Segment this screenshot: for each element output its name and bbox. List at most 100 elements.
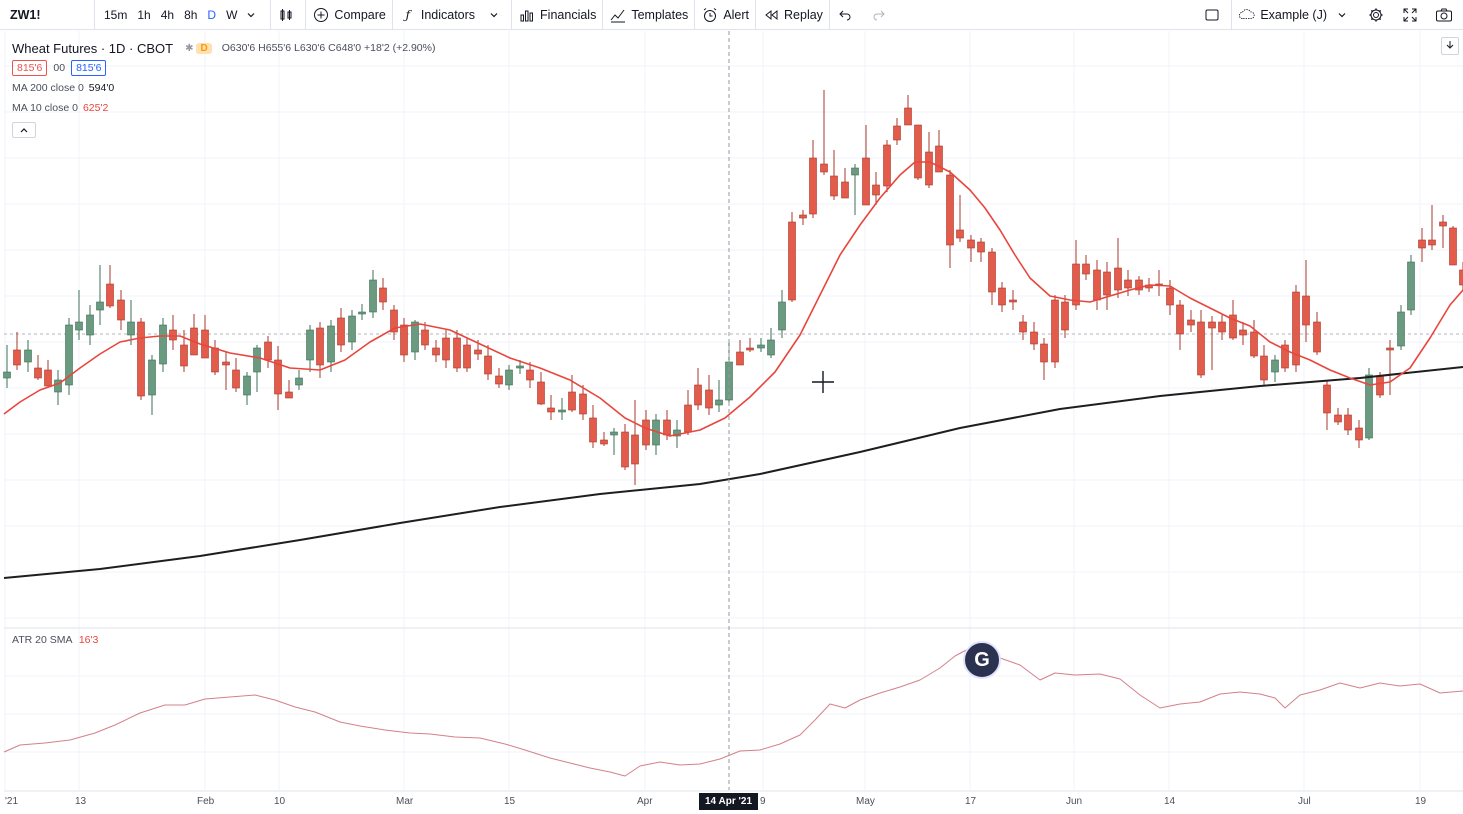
fullscreen-button[interactable] [1395,0,1429,30]
interval-8h[interactable]: 8h [184,7,198,22]
fullscreen-select-button[interactable] [1197,0,1233,30]
time-axis[interactable]: '21 13 Feb 10 Mar 15 Apr 9 May 17 Jun 14… [0,792,1463,814]
candle-body [893,125,901,141]
candle [1302,260,1310,342]
ma10-line [3,161,1463,437]
candle-body [1428,239,1436,246]
candle [13,332,21,370]
interval-4h[interactable]: 4h [160,7,175,22]
candle [516,360,524,374]
candle-body [841,181,849,199]
templates-button[interactable]: Templates [603,0,696,30]
symbol-search-button[interactable]: ZW1! [0,0,95,30]
candle [715,380,723,412]
redo-button[interactable] [864,0,898,30]
candle-body [788,221,796,301]
candle [547,395,555,420]
candle-body [432,347,440,356]
candle-body [1218,321,1226,333]
chart-title: Wheat Futures · 1D · CBOT [12,40,174,56]
candle [222,352,230,390]
candle-body [862,157,870,206]
candle [1397,305,1405,350]
price-chart[interactable] [0,0,1463,792]
candle-body [694,384,702,406]
chevron-down-icon[interactable] [242,6,260,24]
candle [1365,368,1373,440]
candle-body [621,431,629,468]
candle [169,315,177,350]
candle [3,345,11,388]
candle-body [579,393,587,415]
interval-15m[interactable]: 15m [104,7,128,22]
candle-body [547,407,555,413]
candle-body [799,214,807,219]
candle-body [306,329,314,361]
scroll-to-realtime-button[interactable] [1441,37,1459,55]
ma10-label[interactable]: MA 10 close 0 [12,102,78,114]
candle [1449,226,1457,266]
indicators-button[interactable]: ƒ Indicators [393,0,481,30]
interval-w[interactable]: W [226,7,238,22]
candle [537,372,545,405]
interval-1h[interactable]: 1h [137,7,151,22]
candle [44,360,52,387]
chart-type-button[interactable] [271,0,307,30]
candle-body [914,124,922,179]
arrow-down-icon [1445,37,1455,55]
candle-body [1376,375,1384,396]
candle-body [411,321,419,353]
atr-label[interactable]: ATR 20 SMA [12,634,72,646]
candle [988,248,996,305]
buy-price-button[interactable]: 815'6 [71,60,107,76]
sell-price-button[interactable]: 815'6 [12,60,48,76]
candle [390,305,398,340]
candle [830,150,838,200]
layout-button[interactable]: Example (J) [1232,0,1361,30]
time-tick: Jul [1298,796,1311,807]
candle [1323,380,1331,430]
candle [757,338,765,352]
atr-line [3,647,1463,777]
candle [893,118,901,145]
candle-body [379,287,387,303]
settings-button[interactable] [1361,0,1395,30]
time-tick: 17 [965,796,977,807]
candle-body [1313,321,1321,353]
candle [883,140,891,192]
candle [1187,310,1195,332]
candle-body [977,241,985,253]
ma200-label[interactable]: MA 200 close 0 [12,82,84,94]
candle [274,346,282,410]
financials-button[interactable]: Financials [512,0,604,30]
interval-d[interactable]: D [207,7,217,22]
candle-body [1187,319,1195,326]
collapse-legend-button[interactable] [12,122,36,138]
candle-body [610,431,618,436]
undo-button[interactable] [830,0,864,30]
candle [348,310,356,350]
candle-body [736,351,744,366]
replay-button[interactable]: Replay [756,0,830,30]
snapshot-button[interactable] [1429,0,1463,30]
alert-button[interactable]: Alert [695,0,757,30]
candle [463,338,471,372]
grammarly-icon[interactable]: G [963,641,1001,679]
candle-body [13,349,21,366]
atr-value: 16'3 [78,634,99,646]
candle-body [117,299,125,321]
compare-button[interactable]: Compare [306,0,393,30]
candle [684,390,692,435]
candle [1208,316,1216,370]
candle [1344,408,1352,435]
candle-body [925,151,933,186]
candle-body [1407,261,1415,311]
indicators-menu-button[interactable] [481,0,513,30]
time-tick: 19 [1415,796,1427,807]
candle [1407,255,1415,315]
candle [1218,315,1226,340]
crosshair-time-label: 14 Apr '21 [699,793,759,810]
candle [788,212,796,302]
candle-body [1386,347,1394,351]
candle-body [1124,279,1132,289]
